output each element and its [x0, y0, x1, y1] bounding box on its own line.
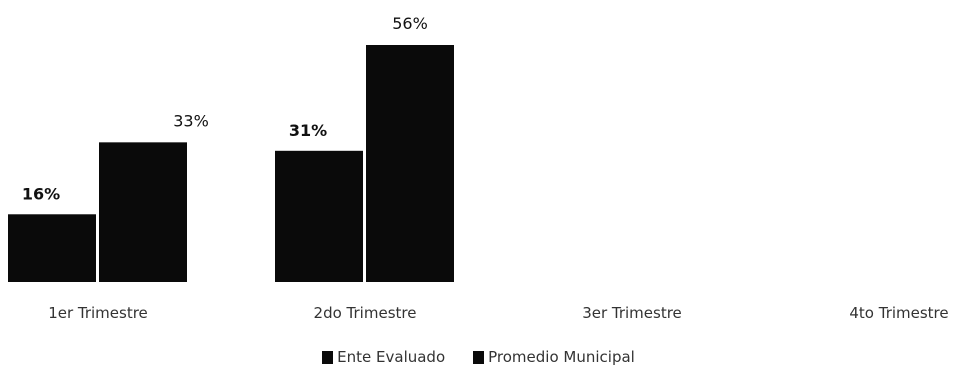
- bar-ente-evaluado-1: [8, 214, 96, 282]
- legend-item-ente-evaluado: Ente Evaluado: [322, 348, 445, 366]
- bars-layer: [8, 45, 454, 282]
- category-label-2: 2do Trimestre: [314, 304, 417, 322]
- legend-swatch: [473, 350, 485, 364]
- bar-promedio-municipal-1: [99, 142, 187, 282]
- category-label-1: 1er Trimestre: [48, 304, 148, 322]
- legend-label: Promedio Municipal: [488, 348, 635, 366]
- legend-item-promedio-municipal: Promedio Municipal: [473, 348, 635, 366]
- chart-legend: Ente Evaluado Promedio Municipal: [0, 348, 957, 366]
- value-labels-layer: 16% 33% 31% 56%: [22, 14, 428, 203]
- value-label-ente-evaluado-1: 16%: [22, 184, 60, 203]
- value-label-promedio-municipal-2: 56%: [392, 14, 428, 33]
- category-label-4: 4to Trimestre: [849, 304, 948, 322]
- legend-label: Ente Evaluado: [337, 348, 446, 366]
- category-labels-layer: 1er Trimestre 2do Trimestre 3er Trimestre 4…: [48, 304, 948, 322]
- legend-swatch: [322, 350, 334, 364]
- bar-ente-evaluado-2: [275, 150, 363, 282]
- value-label-ente-evaluado-2: 31%: [289, 121, 327, 140]
- bar-promedio-municipal-2: [366, 45, 454, 282]
- value-label-promedio-municipal-1: 33%: [173, 111, 209, 130]
- category-label-3: 3er Trimestre: [582, 304, 682, 322]
